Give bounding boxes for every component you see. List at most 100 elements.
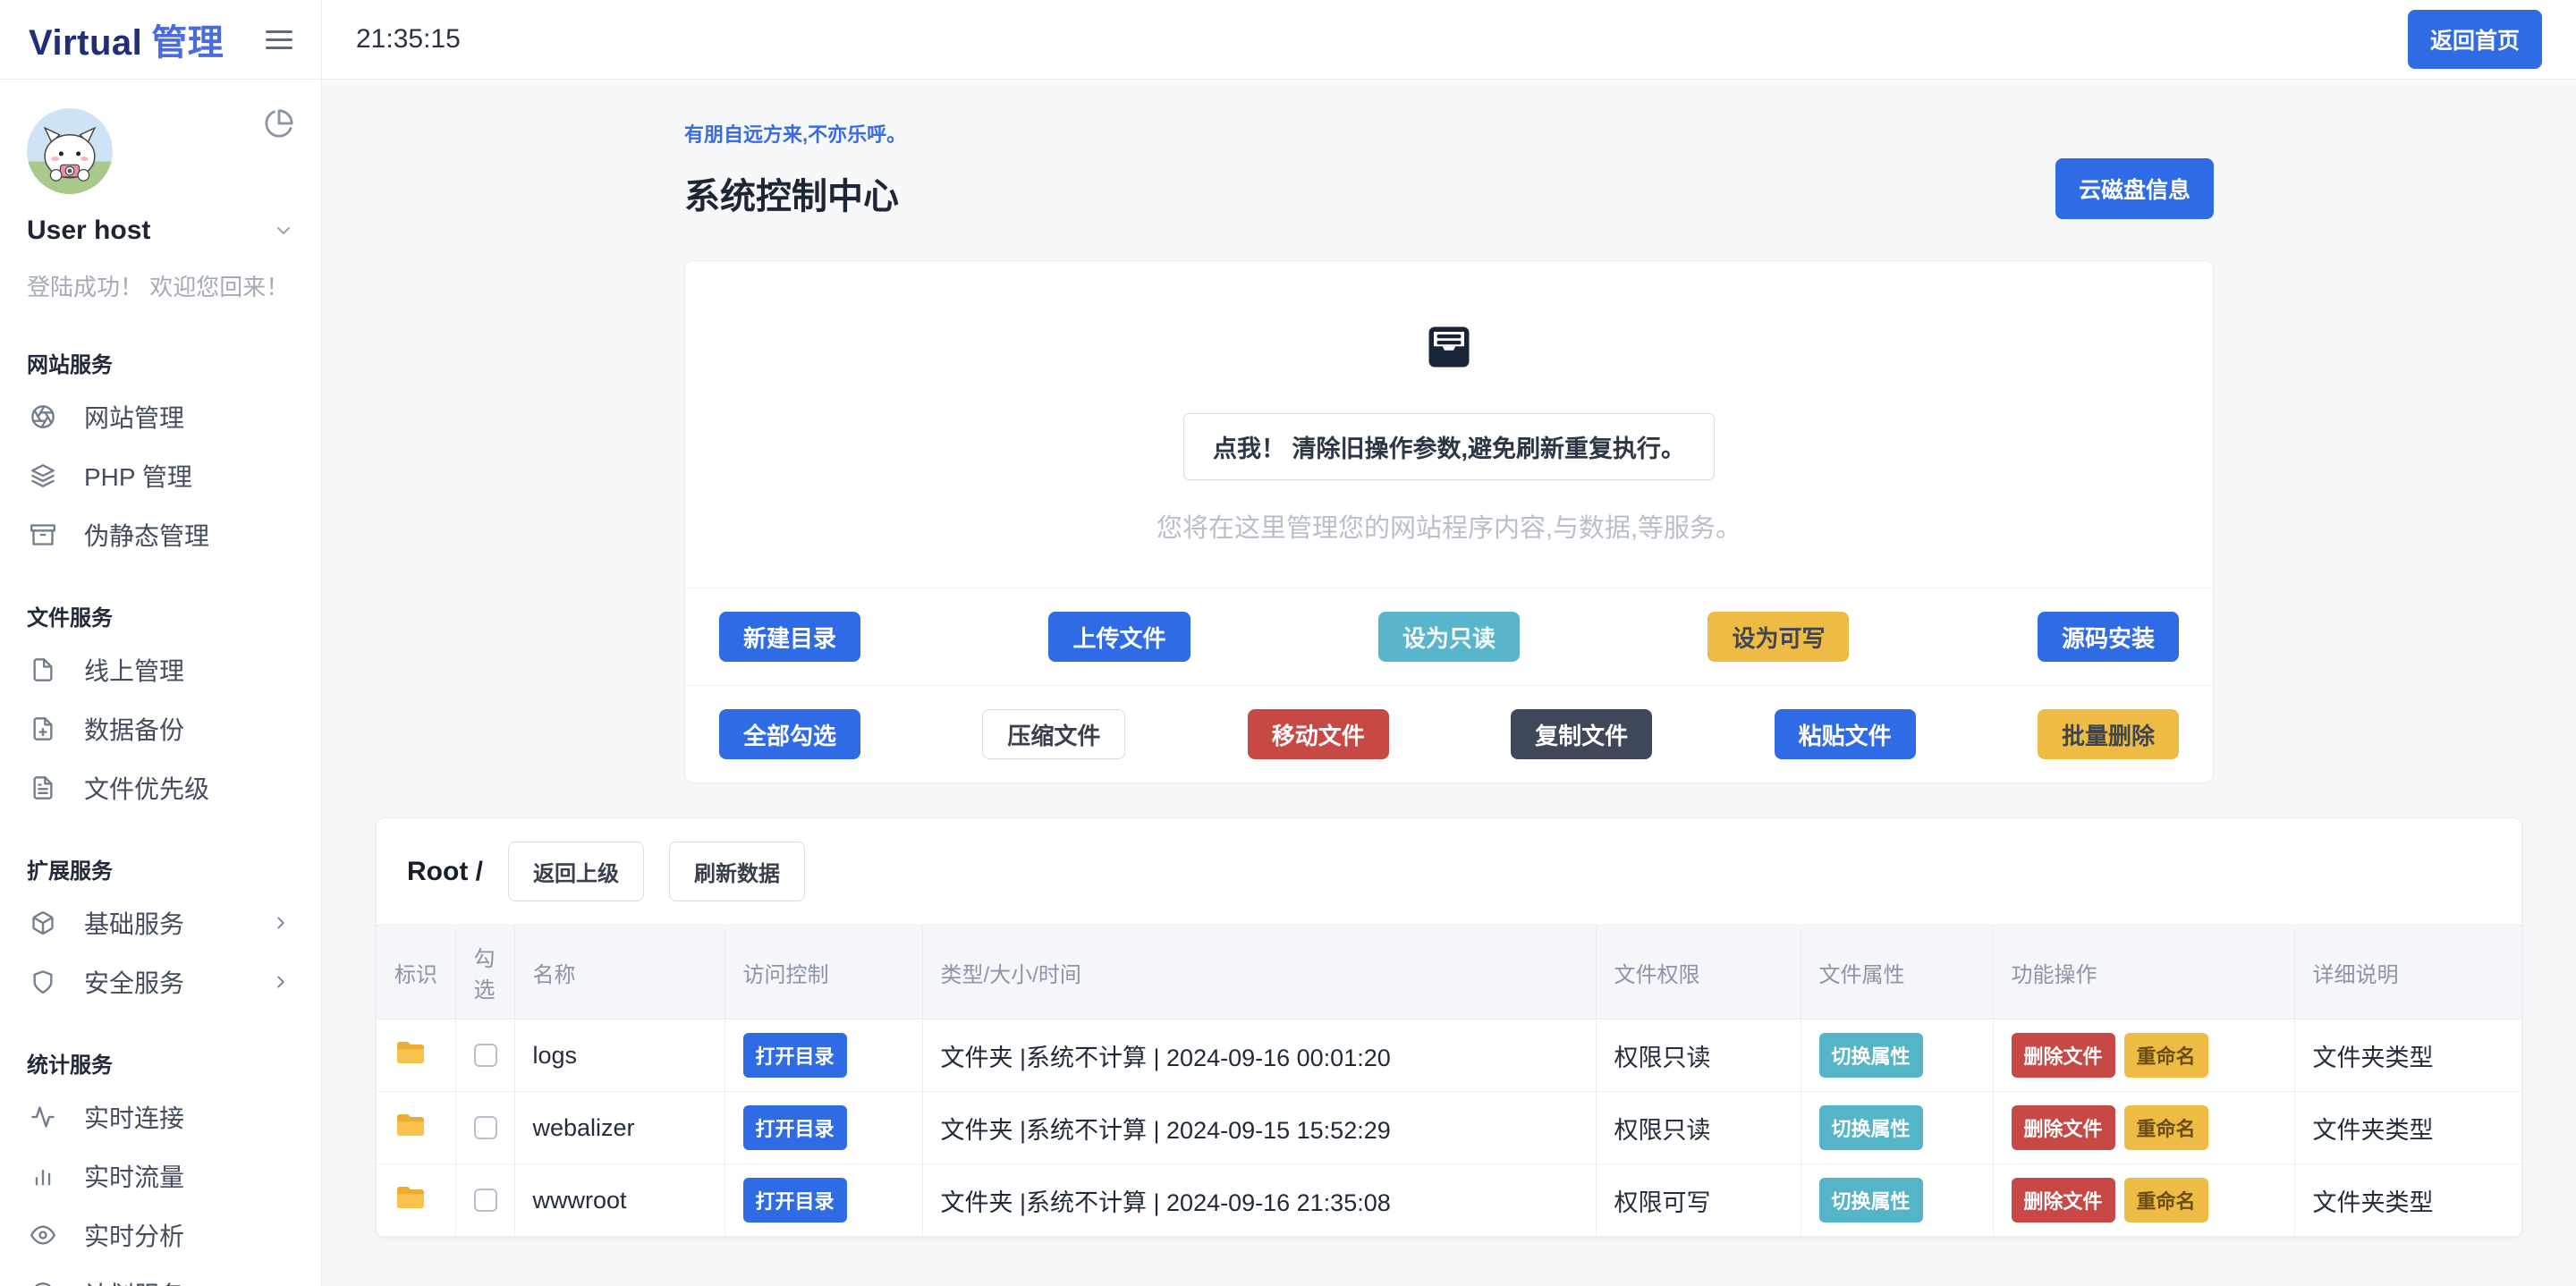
sidebar-item-security-services[interactable]: 安全服务 [27,952,294,1011]
file-info: 文件夹 |系统不计算 | 2024-09-16 00:01:20 [922,1019,1597,1092]
col-permission: 文件权限 [1596,925,1801,1019]
control-card: 点我！ 清除旧操作参数,避免刷新重复执行。 您将在这里管理您的网站程序内容,与数… [684,260,2214,783]
sidebar-item-realtime-traffic[interactable]: 实时流量 [27,1146,294,1206]
sidebar-item-label: 线上管理 [84,657,185,685]
sidebar-item-label: 实时分析 [84,1223,185,1250]
delete-file-button[interactable]: 删除文件 [2011,1105,2115,1150]
row-checkbox[interactable] [473,1189,497,1212]
sidebar-item-realtime-analysis[interactable]: 实时分析 [27,1206,294,1265]
set-writable-button[interactable]: 设为可写 [1707,612,1850,662]
file-type: 文件夹类型 [2294,1163,2521,1237]
file-permission: 权限只读 [1596,1091,1801,1164]
col-access: 访问控制 [724,925,923,1019]
card-description: 您将在这里管理您的网站程序内容,与数据,等服务。 [1156,514,1742,543]
sidebar-item-php-manage[interactable]: PHP 管理 [27,446,294,505]
brand-en: Virtual [29,23,143,63]
clear-params-button[interactable]: 点我！ 清除旧操作参数,避免刷新重复执行。 [1182,413,1715,480]
bar-chart-icon [35,1170,51,1186]
chevron-down-icon [277,227,290,234]
sidebar-item-label: 数据备份 [84,716,185,744]
open-directory-button[interactable]: 打开目录 [742,1105,847,1150]
toggle-attr-button[interactable]: 切换属性 [1818,1178,1923,1223]
delete-file-button[interactable]: 删除文件 [2011,1033,2115,1078]
file-name: logs [514,1019,725,1092]
welcome-message: 登陆成功！ 欢迎您回来！ [27,274,290,300]
layers-icon [31,464,55,487]
aperture-icon [31,405,55,428]
back-parent-button[interactable]: 返回上级 [507,842,644,901]
select-all-button[interactable]: 全部勾选 [719,709,861,759]
rename-button[interactable]: 重命名 [2123,1178,2208,1223]
file-table: 标识 勾选 名称 访问控制 类型/大小/时间 文件权限 文件属性 功能操作 详细… [377,925,2521,1237]
sidebar-item-file-priority[interactable]: 文件优先级 [27,758,294,817]
sidebar-item-label: 基础服务 [84,910,185,938]
file-name: webalizer [514,1091,725,1164]
file-info: 文件夹 |系统不计算 | 2024-09-15 15:52:29 [922,1091,1597,1164]
page-title: 系统控制中心 [684,177,899,216]
user-name: User host [27,216,151,245]
row-checkbox[interactable] [473,1116,497,1139]
set-readonly-button[interactable]: 设为只读 [1377,612,1520,662]
file-text-icon [33,776,53,800]
archive-icon [30,524,55,546]
clock-display: 21:35:15 [356,24,461,54]
toggle-attr-button[interactable]: 切换属性 [1818,1105,1923,1150]
open-directory-button[interactable]: 打开目录 [742,1033,847,1078]
user-dropdown[interactable]: User host [27,216,294,246]
col-flag: 标识 [377,925,456,1019]
col-name: 名称 [514,925,725,1019]
file-permission: 权限可写 [1596,1163,1801,1237]
delete-file-button[interactable]: 删除文件 [2011,1178,2115,1223]
sidebar-item-label: 安全服务 [84,969,185,997]
row-checkbox[interactable] [473,1044,497,1067]
folder-icon [397,1113,424,1136]
table-row: wwwroot 打开目录 文件夹 |系统不计算 | 2024-09-16 21:… [377,1163,2521,1237]
col-attribute: 文件属性 [1801,925,1994,1019]
sidebar-item-scheduled-services[interactable]: 计划服务 [27,1265,294,1286]
sidebar-item-label: 实时流量 [84,1163,185,1191]
return-home-button[interactable]: 返回首页 [2407,10,2542,69]
file-permission: 权限只读 [1596,1019,1801,1092]
upload-file-button[interactable]: 上传文件 [1048,612,1191,662]
open-directory-button[interactable]: 打开目录 [742,1178,847,1223]
shield-icon [33,970,53,994]
nav-section-website: 网站服务 网站管理 PHP 管理 伪静态管理 [27,347,294,564]
app-logo: Virtual 管理 [29,13,224,65]
cloud-disk-info-button[interactable]: 云磁盘信息 [2055,158,2214,219]
menu-toggle-icon[interactable] [266,25,292,55]
box-icon [32,911,54,935]
source-install-button[interactable]: 源码安装 [2037,612,2179,662]
toggle-attr-button[interactable]: 切换属性 [1818,1033,1923,1078]
pie-chart-icon[interactable] [264,108,294,139]
sidebar-item-website-manage[interactable]: 网站管理 [27,387,294,446]
table-row: webalizer 打开目录 文件夹 |系统不计算 | 2024-09-15 1… [377,1091,2521,1164]
brand-zh: 管理 [151,23,225,63]
file-type: 文件夹类型 [2294,1091,2521,1164]
sidebar-item-realtime-connections[interactable]: 实时连接 [27,1087,294,1146]
new-directory-button[interactable]: 新建目录 [719,612,861,662]
section-title: 扩展服务 [27,859,113,884]
sidebar-item-pseudo-static[interactable]: 伪静态管理 [27,505,294,564]
sidebar-item-online-manage[interactable]: 线上管理 [27,640,294,699]
section-title: 网站服务 [27,353,113,377]
avatar[interactable] [27,108,113,194]
rename-button[interactable]: 重命名 [2123,1033,2208,1078]
sidebar-item-basic-services[interactable]: 基础服务 [27,893,294,952]
table-row: logs 打开目录 文件夹 |系统不计算 | 2024-09-16 00:01:… [377,1019,2521,1092]
sidebar-item-data-backup[interactable]: 数据备份 [27,699,294,758]
nav-section-stats: 统计服务 实时连接 实时流量 实时分析 计划服务 [27,1047,294,1286]
paste-file-button[interactable]: 粘贴文件 [1774,709,1916,759]
compress-file-button[interactable]: 压缩文件 [982,709,1126,759]
action-row-1: 新建目录 上传文件 设为只读 设为可写 源码安装 [685,588,2213,685]
section-title: 统计服务 [27,1053,113,1078]
nav-section-extend: 扩展服务 基础服务 安全服务 [27,853,294,1011]
file-browser-panel: Root / 返回上级 刷新数据 标识 勾选 名称 访问控制 类型/大小/时间 [376,817,2522,1238]
move-file-button[interactable]: 移动文件 [1247,709,1389,759]
copy-file-button[interactable]: 复制文件 [1511,709,1653,759]
sidebar-item-label: 实时连接 [84,1104,185,1132]
inbox-icon [1428,326,1470,368]
refresh-data-button[interactable]: 刷新数据 [668,842,805,901]
batch-delete-button[interactable]: 批量删除 [2037,709,2179,759]
rename-button[interactable]: 重命名 [2123,1105,2208,1150]
breadcrumb: Root / [407,856,483,886]
